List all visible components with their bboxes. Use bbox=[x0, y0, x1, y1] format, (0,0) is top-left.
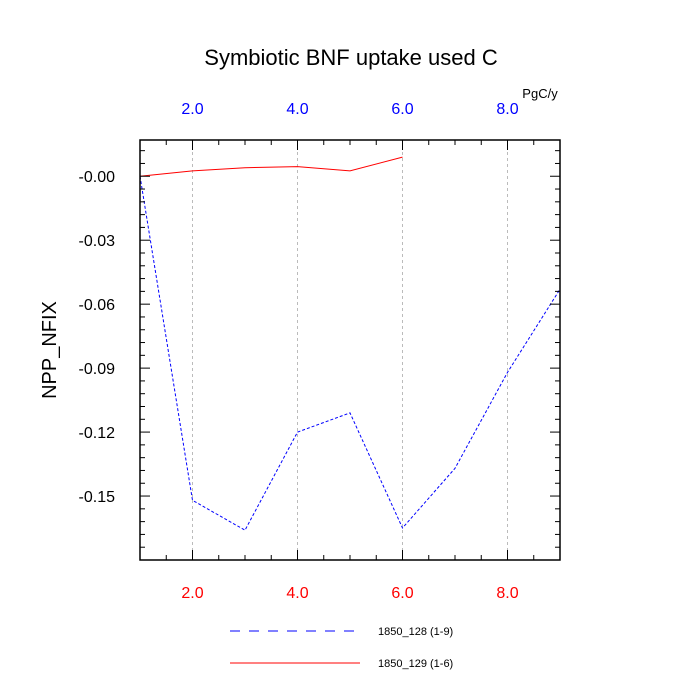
top-axis-unit: PgC/y bbox=[522, 86, 558, 101]
series-line bbox=[139, 176, 561, 531]
x-tick-label-top: 8.0 bbox=[496, 101, 518, 118]
y-tick-label: -0.03 bbox=[79, 233, 116, 250]
x-tick-label-top: 4.0 bbox=[286, 101, 308, 118]
legend-label: 1850_128 (1-9) bbox=[378, 626, 453, 638]
x-tick-label-bottom: 2.0 bbox=[181, 585, 203, 602]
y-tick-label: -0.15 bbox=[79, 489, 116, 506]
y-axis-label: NPP_NFIX bbox=[39, 301, 61, 399]
x-tick-label-bottom: 6.0 bbox=[391, 585, 413, 602]
chart-title: Symbiotic BNF uptake used C bbox=[204, 45, 498, 70]
y-tick-label: -0.12 bbox=[79, 425, 116, 442]
axis-ticks: 2.0 2.0 4.0 4.0 6.0 6.0 8.0 8.0 -0.00 -0.03 -0.06 -… bbox=[79, 101, 561, 602]
legend: 1850_128 (1-9) 1850_129 (1-6) bbox=[230, 626, 453, 670]
y-tick-label: -0.09 bbox=[79, 361, 116, 378]
series-line bbox=[139, 156, 403, 177]
grid-lines bbox=[192, 140, 508, 560]
series-lines bbox=[139, 156, 561, 531]
y-tick-label: -0.06 bbox=[79, 297, 116, 314]
y-tick-label: -0.00 bbox=[79, 169, 116, 186]
plot-frame bbox=[139, 139, 561, 561]
x-tick-label-top: 6.0 bbox=[391, 101, 413, 118]
x-tick-label-bottom: 8.0 bbox=[496, 585, 518, 602]
x-tick-label-top: 2.0 bbox=[181, 101, 203, 118]
x-tick-label-bottom: 4.0 bbox=[286, 585, 308, 602]
legend-label: 1850_129 (1-6) bbox=[378, 658, 453, 670]
